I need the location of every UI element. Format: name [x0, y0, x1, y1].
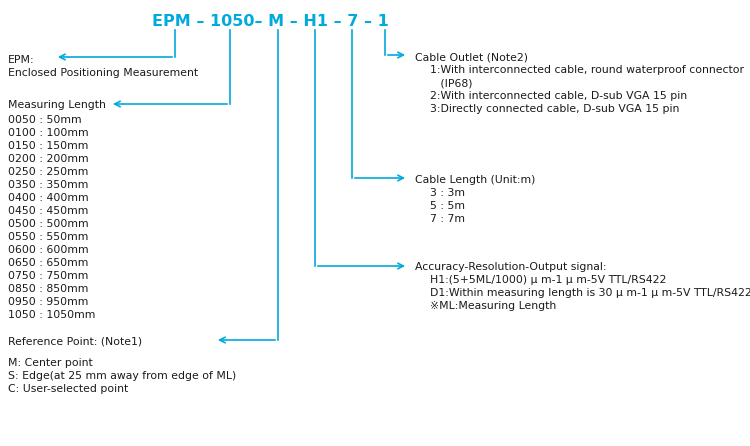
- Text: Measuring Length: Measuring Length: [8, 100, 106, 110]
- Text: 1050 : 1050mm: 1050 : 1050mm: [8, 310, 95, 320]
- Text: 7 : 7m: 7 : 7m: [430, 214, 465, 224]
- Text: 0650 : 650mm: 0650 : 650mm: [8, 258, 88, 268]
- Text: Enclosed Positioning Measurement: Enclosed Positioning Measurement: [8, 68, 198, 78]
- Text: 1:With interconnected cable, round waterproof connector: 1:With interconnected cable, round water…: [430, 65, 744, 75]
- Text: 2:With interconnected cable, D-sub VGA 15 pin: 2:With interconnected cable, D-sub VGA 1…: [430, 91, 687, 101]
- Text: Cable Length (Unit:m): Cable Length (Unit:m): [415, 175, 536, 185]
- Text: ※ML:Measuring Length: ※ML:Measuring Length: [430, 301, 556, 311]
- Text: 0550 : 550mm: 0550 : 550mm: [8, 232, 88, 242]
- Text: (IP68): (IP68): [430, 78, 472, 88]
- Text: D1:Within measuring length is 30 μ m-1 μ m-5V TTL/RS422: D1:Within measuring length is 30 μ m-1 μ…: [430, 288, 750, 298]
- Text: 0600 : 600mm: 0600 : 600mm: [8, 245, 88, 255]
- Text: 0450 : 450mm: 0450 : 450mm: [8, 206, 88, 216]
- Text: 0350 : 350mm: 0350 : 350mm: [8, 180, 88, 190]
- Text: S: Edge(at 25 mm away from edge of ML): S: Edge(at 25 mm away from edge of ML): [8, 371, 236, 381]
- Text: Accuracy-Resolution-Output signal:: Accuracy-Resolution-Output signal:: [415, 262, 607, 272]
- Text: 0200 : 200mm: 0200 : 200mm: [8, 154, 88, 164]
- Text: 0950 : 950mm: 0950 : 950mm: [8, 297, 88, 307]
- Text: EPM:: EPM:: [8, 55, 34, 65]
- Text: 0150 : 150mm: 0150 : 150mm: [8, 141, 88, 151]
- Text: 0500 : 500mm: 0500 : 500mm: [8, 219, 88, 229]
- Text: 3 : 3m: 3 : 3m: [430, 188, 465, 198]
- Text: EPM – 1050– M – H1 – 7 – 1: EPM – 1050– M – H1 – 7 – 1: [152, 14, 388, 29]
- Text: Reference Point: (Note1): Reference Point: (Note1): [8, 337, 142, 347]
- Text: 0850 : 850mm: 0850 : 850mm: [8, 284, 88, 294]
- Text: H1:(5+5ML/1000) μ m-1 μ m-5V TTL/RS422: H1:(5+5ML/1000) μ m-1 μ m-5V TTL/RS422: [430, 275, 666, 285]
- Text: Cable Outlet (Note2): Cable Outlet (Note2): [415, 52, 528, 62]
- Text: C: User-selected point: C: User-selected point: [8, 384, 128, 394]
- Text: 0750 : 750mm: 0750 : 750mm: [8, 271, 88, 281]
- Text: 0050 : 50mm: 0050 : 50mm: [8, 115, 82, 125]
- Text: 0400 : 400mm: 0400 : 400mm: [8, 193, 88, 203]
- Text: M: Center point: M: Center point: [8, 358, 93, 368]
- Text: 0100 : 100mm: 0100 : 100mm: [8, 128, 88, 138]
- Text: 3:Directly connected cable, D-sub VGA 15 pin: 3:Directly connected cable, D-sub VGA 15…: [430, 104, 680, 114]
- Text: 0250 : 250mm: 0250 : 250mm: [8, 167, 88, 177]
- Text: 5 : 5m: 5 : 5m: [430, 201, 465, 211]
